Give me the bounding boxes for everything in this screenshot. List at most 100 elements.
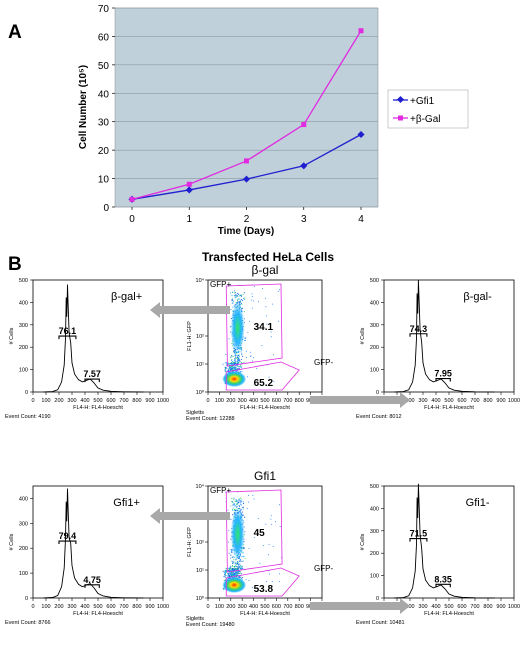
left-histogram-label: Gfi1+ bbox=[113, 497, 140, 509]
event-dot bbox=[234, 363, 236, 365]
event-dot bbox=[237, 562, 239, 565]
hist-y-axis-label: # Cells bbox=[360, 327, 366, 344]
gate-bracket-secondary bbox=[84, 378, 100, 383]
arrow-right bbox=[310, 392, 410, 408]
event-dot bbox=[238, 357, 240, 359]
event-dot bbox=[235, 361, 237, 363]
event-dot bbox=[235, 294, 237, 296]
event-dot bbox=[239, 365, 242, 367]
event-dot bbox=[236, 295, 238, 297]
dot-event-count: Event Count: 12288 bbox=[186, 416, 235, 422]
event-dot bbox=[235, 499, 237, 501]
event-dot bbox=[241, 371, 243, 373]
hist-y-tick-label: 200 bbox=[19, 546, 28, 552]
hist-y-tick-label: 400 bbox=[19, 300, 28, 306]
event-dot bbox=[239, 360, 241, 362]
hist-x-tick-label: 300 bbox=[67, 398, 76, 404]
gate-gfp-negative bbox=[225, 361, 300, 391]
dot-y-tick-label: 10¹ bbox=[196, 568, 204, 574]
event-dot bbox=[240, 361, 242, 364]
hist-y-tick-label: 200 bbox=[370, 345, 379, 351]
event-dot bbox=[228, 552, 230, 554]
event-dot bbox=[263, 545, 265, 547]
event-dot bbox=[273, 380, 275, 382]
event-dot bbox=[232, 501, 234, 502]
right-histogram-label: β-gal- bbox=[463, 291, 492, 303]
event-dot bbox=[233, 498, 235, 500]
event-dot bbox=[226, 574, 228, 577]
hist-x-axis-label: FL4-H: FL4-Hoescht bbox=[424, 405, 474, 411]
event-dot bbox=[224, 573, 226, 575]
event-dot bbox=[235, 571, 237, 573]
event-dot bbox=[225, 370, 227, 372]
event-dot bbox=[236, 572, 238, 574]
event-dot bbox=[237, 565, 239, 567]
hist-event-count: Event Count: 8012 bbox=[356, 414, 402, 420]
event-dot bbox=[230, 574, 232, 576]
event-dot bbox=[229, 366, 231, 368]
event-dot bbox=[228, 567, 230, 569]
event-dot bbox=[230, 557, 232, 559]
event-dot bbox=[237, 365, 239, 367]
event-dot bbox=[233, 360, 235, 362]
event-dot bbox=[251, 360, 253, 362]
event-dot bbox=[231, 298, 233, 300]
event-dot bbox=[238, 498, 240, 500]
dot-y-tick-label: 10¹ bbox=[196, 362, 204, 368]
event-dot bbox=[230, 368, 232, 370]
event-dot bbox=[234, 500, 236, 502]
peak-value-secondary: 8.35 bbox=[434, 574, 452, 584]
event-dot bbox=[265, 297, 267, 299]
event-dot bbox=[227, 367, 229, 370]
event-dot bbox=[236, 568, 238, 570]
event-dot bbox=[244, 557, 246, 559]
event-dot bbox=[231, 363, 233, 365]
hist-x-tick-label: 400 bbox=[80, 604, 89, 610]
event-dot bbox=[238, 360, 240, 362]
event-dot bbox=[232, 556, 234, 558]
hist-x-tick-label: 800 bbox=[483, 398, 492, 404]
dot-gate-name: Sigletts bbox=[186, 410, 204, 416]
event-dot bbox=[240, 351, 242, 353]
event-dot bbox=[237, 359, 239, 361]
event-dot bbox=[272, 303, 274, 305]
event-dot bbox=[237, 574, 239, 576]
hist-x-tick-label: 1000 bbox=[508, 604, 520, 610]
hist-x-tick-label: 700 bbox=[470, 398, 479, 404]
event-dot bbox=[234, 574, 236, 576]
hist-x-tick-label: 900 bbox=[145, 604, 154, 610]
hist-x-tick-label: 500 bbox=[444, 604, 453, 610]
event-dot bbox=[241, 355, 243, 357]
event-dot bbox=[236, 356, 238, 358]
event-dot bbox=[244, 338, 246, 339]
gfp-positive-label: GFP+ bbox=[210, 486, 231, 495]
hist-y-tick-label: 500 bbox=[370, 484, 379, 490]
event-dot bbox=[228, 541, 229, 543]
event-dot bbox=[242, 293, 244, 296]
dot-x-tick-label: 600 bbox=[272, 604, 281, 610]
event-dot bbox=[248, 501, 249, 503]
dot-plot-title: Gfi1 bbox=[254, 469, 276, 483]
event-dot bbox=[233, 568, 235, 570]
event-dot bbox=[234, 297, 236, 299]
event-dot bbox=[232, 300, 234, 302]
hist-x-tick-label: 400 bbox=[431, 398, 440, 404]
event-dot bbox=[231, 556, 233, 558]
event-dot bbox=[234, 360, 236, 362]
event-dot bbox=[253, 286, 255, 287]
dot-plot-title: β-gal bbox=[252, 263, 279, 277]
event-dot bbox=[230, 362, 232, 364]
hist-x-axis-label: FL4-H: FL4-Hoescht bbox=[424, 611, 474, 617]
event-dot bbox=[279, 526, 281, 527]
gfp-positive-value: 45 bbox=[254, 528, 266, 539]
event-dot bbox=[257, 518, 259, 519]
event-dot bbox=[240, 504, 243, 506]
event-dot bbox=[223, 574, 226, 576]
event-dot bbox=[235, 357, 237, 359]
event-dot bbox=[242, 508, 244, 510]
event-dot bbox=[256, 367, 258, 369]
event-dot bbox=[235, 566, 237, 568]
event-dot bbox=[241, 560, 243, 562]
event-dot bbox=[236, 566, 238, 568]
event-dot bbox=[234, 563, 236, 565]
